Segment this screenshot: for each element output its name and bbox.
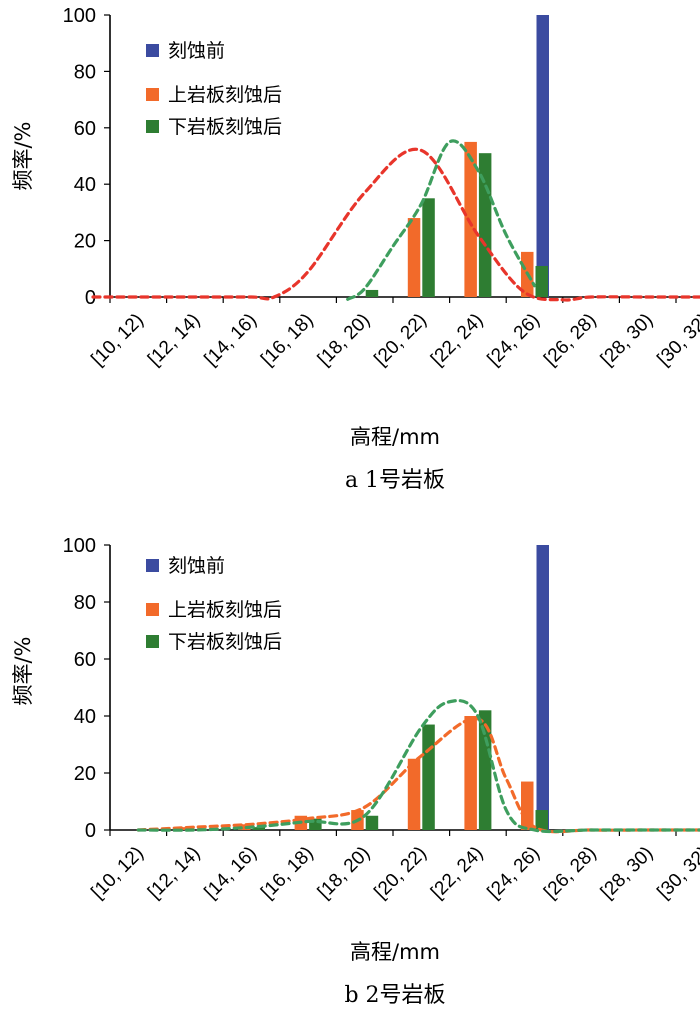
bar-b-series-2-cat-5: [422, 724, 435, 830]
x-tick-label: [24, 26): [484, 310, 544, 370]
legend-swatch-a-0: [146, 44, 159, 57]
y-axis-title: 频率/%: [11, 121, 35, 190]
bar-b-series-2-cat-2: [252, 827, 265, 830]
legend-label-b-2: 下岩板刻蚀后: [168, 631, 282, 653]
y-tick-label: 0: [85, 287, 96, 309]
x-tick-label: [20, 22): [370, 310, 430, 370]
x-tick-label: [28, 30): [597, 843, 657, 903]
bar-a-series-1-cat-6: [464, 141, 477, 297]
x-tick-label: [10, 12): [87, 843, 147, 903]
bar-a-series-2-cat-4: [365, 289, 379, 297]
bar-a-series-0-cat-7: [536, 15, 549, 297]
x-tick-label: [14, 16): [201, 310, 261, 370]
bar-a-series-2-cat-7: [535, 265, 548, 297]
chart-b-svg: 0 20 40 60 80 100 [10, 12)[12, 14)[14, 16)[16,…: [11, 535, 700, 1008]
trendline-a-0: [91, 147, 700, 302]
bar-a-series-2-cat-5: [422, 198, 435, 297]
bar-a-series-1-cat-5: [407, 218, 421, 297]
bar-b-series-2-cat-7: [535, 810, 548, 830]
x-axis-title: 高程/mm: [350, 940, 440, 964]
bar-b-series-0-cat-7: [536, 545, 549, 830]
bar-b-series-1-cat-6: [464, 716, 477, 830]
x-tick-label: [24, 26): [484, 843, 544, 903]
legend-label-a-2: 下岩板刻蚀后: [168, 116, 282, 138]
x-tick-label: [26, 28): [540, 310, 600, 370]
y-tick-label: 80: [74, 61, 96, 83]
legend-label-a-0: 刻蚀前: [168, 40, 225, 62]
y-tick-label: 0: [85, 820, 96, 842]
legend-label-b-1: 上岩板刻蚀后: [168, 599, 282, 621]
y-tick-label: 40: [74, 706, 96, 728]
legend-swatch-b-1: [146, 603, 159, 616]
x-tick-label: [22, 24): [427, 310, 487, 370]
x-tick-label: [30, 32): [653, 843, 700, 903]
y-tick-label: 60: [74, 118, 96, 140]
x-tick-label: [18, 20): [314, 843, 374, 903]
bar-b-series-2-cat-4: [365, 815, 379, 830]
x-tick-label: [12, 14): [144, 310, 204, 370]
y-tick-label: 60: [74, 649, 96, 671]
bar-b-series-1-cat-2: [238, 824, 251, 830]
y-tick-label: 80: [74, 592, 96, 614]
chart-a-svg: 0 20 40 60 80 100 [10, 12)[12, 14)[14, 16)[16,…: [11, 5, 700, 493]
x-tick-label: [28, 30): [597, 310, 657, 370]
chart-caption: b 2号岩板: [344, 983, 445, 1008]
y-tick-label: 20: [74, 763, 96, 785]
legend-swatch-b-0: [146, 559, 159, 572]
legend-swatch-a-2: [146, 120, 159, 133]
x-axis-title: 高程/mm: [350, 425, 440, 449]
x-tick-label: [12, 14): [144, 843, 204, 903]
x-tick-label: [22, 24): [427, 843, 487, 903]
trendline-a-1: [346, 139, 537, 301]
x-tick-label: [10, 12): [87, 310, 147, 370]
chart-panel-a: 0 20 40 60 80 100 [10, 12) [12, 14) [14, 16) [16,…: [11, 5, 700, 493]
x-tick-label: [14, 16): [201, 843, 261, 903]
bar-b-series-2-cat-3: [309, 818, 322, 830]
bar-b-series-1-cat-5: [407, 758, 421, 830]
y-axis-title: 频率/%: [11, 636, 35, 705]
chart-panel-b: 0 20 40 60 80 100 [10, 12) [12, 14) [14, 16) [16,…: [0, 515, 700, 1030]
x-tick-label: [18, 20): [314, 310, 374, 370]
x-tick-label: [30, 32): [653, 310, 700, 370]
chart-caption: a 1号岩板: [345, 468, 445, 493]
y-tick-label: 100: [63, 5, 96, 27]
legend-swatch-b-2: [146, 635, 159, 648]
y-tick-label: 40: [74, 174, 96, 196]
y-tick-label: 20: [74, 231, 96, 253]
bar-b-series-2-cat-6: [478, 710, 492, 830]
x-tick-label: [20, 22): [370, 843, 430, 903]
x-tick-label: [16, 18): [257, 843, 317, 903]
x-tick-label: [16, 18): [257, 310, 317, 370]
legend-label-a-1: 上岩板刻蚀后: [168, 84, 282, 106]
bar-b-series-1-cat-7: [521, 781, 534, 830]
x-tick-label: [26, 28): [540, 843, 600, 903]
trendline-b-1: [136, 699, 700, 834]
y-tick-label: 100: [63, 535, 96, 557]
legend-swatch-a-1: [146, 88, 159, 101]
legend-label-b-0: 刻蚀前: [168, 555, 225, 577]
